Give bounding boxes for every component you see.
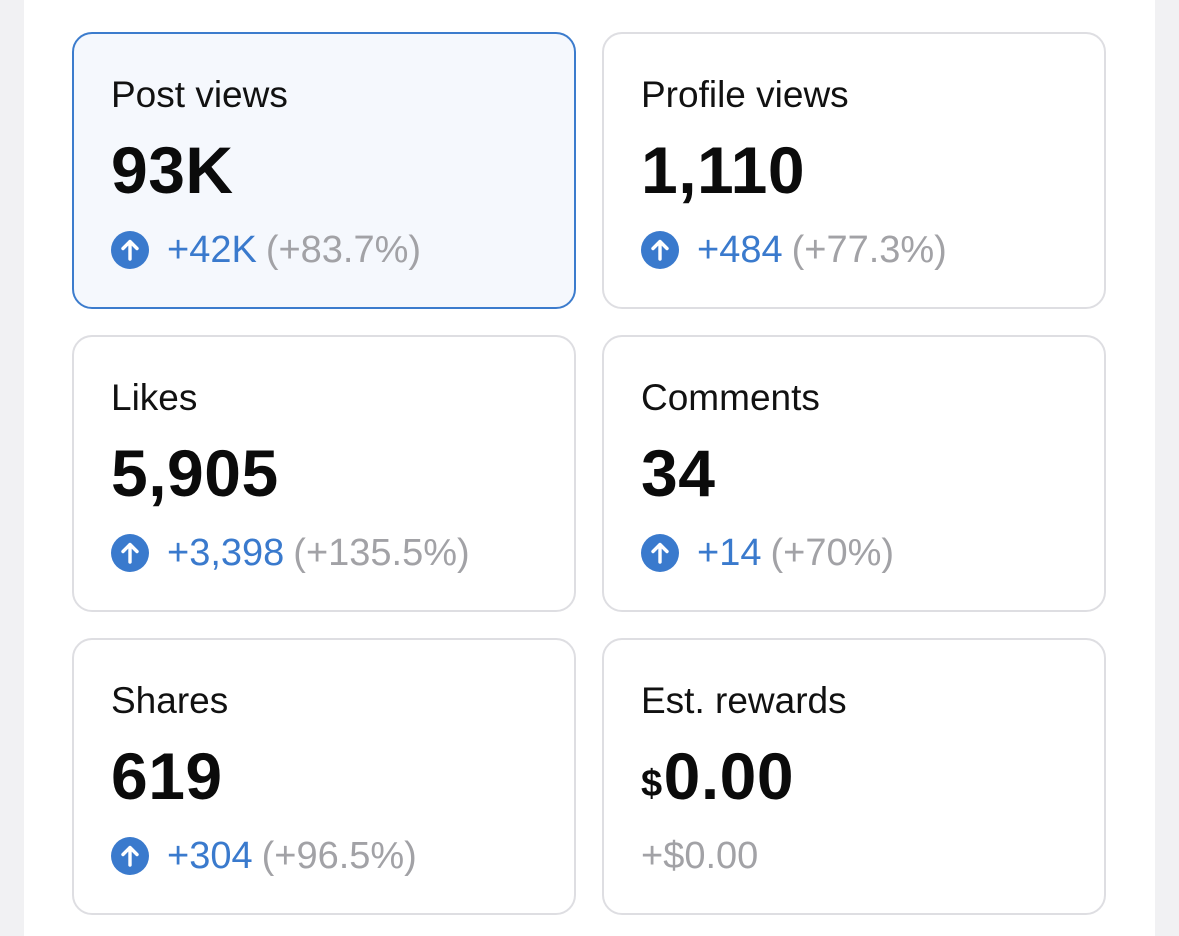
arrow-up-circle-icon xyxy=(111,534,149,572)
metric-label: Profile views xyxy=(641,74,849,115)
metric-card-shares[interactable]: Shares 619 +304 (+96.5%) xyxy=(72,638,576,915)
metric-label: Post views xyxy=(111,74,288,115)
metric-card-likes[interactable]: Likes 5,905 +3,398 (+135.5%) xyxy=(72,335,576,612)
metric-value-amount: 0.00 xyxy=(663,739,795,813)
metric-card-est-rewards[interactable]: Est. rewards $0.00 +$0.00 xyxy=(602,638,1106,915)
metric-label: Shares xyxy=(111,680,229,721)
metric-card-post-views[interactable]: Post views 93K +42K (+83.7%) xyxy=(72,32,576,309)
metric-value: 1,110 xyxy=(641,133,806,207)
metric-change: +484 (+77.3%) xyxy=(641,228,947,271)
metric-change: +42K (+83.7%) xyxy=(111,228,422,271)
metric-card-comments[interactable]: Comments 34 +14 (+70%) xyxy=(602,335,1106,612)
metric-delta: +3,398 xyxy=(167,531,285,574)
metric-value: 93K xyxy=(111,133,234,207)
metric-delta: +484 xyxy=(697,228,783,271)
metric-percent-change: (+77.3%) xyxy=(791,228,947,271)
metric-card-profile-views[interactable]: Profile views 1,110 +484 (+77.3%) xyxy=(602,32,1106,309)
metric-percent-change: (+83.7%) xyxy=(265,228,422,271)
metric-delta: +14 xyxy=(697,531,762,574)
metric-value: $0.00 xyxy=(641,738,794,814)
metric-value: 619 xyxy=(111,739,223,813)
metric-label: Comments xyxy=(641,377,820,418)
metric-label: Likes xyxy=(111,377,198,418)
metric-label: Est. rewards xyxy=(641,680,847,721)
metric-delta: +42K xyxy=(167,228,257,271)
arrow-up-circle-icon xyxy=(641,534,679,572)
metric-value: 34 xyxy=(641,436,716,510)
metric-delta: +$0.00 xyxy=(641,834,759,877)
metric-change: +$0.00 xyxy=(641,834,759,877)
arrow-up-circle-icon xyxy=(111,837,149,875)
metric-change: +3,398 (+135.5%) xyxy=(111,531,470,574)
metric-value: 5,905 xyxy=(111,436,279,510)
metric-change: +304 (+96.5%) xyxy=(111,834,417,877)
metric-delta: +304 xyxy=(167,834,253,877)
metrics-panel: Post views 93K +42K (+83.7%) Profile vie… xyxy=(24,0,1155,936)
metric-percent-change: (+70%) xyxy=(770,531,895,574)
metric-percent-change: (+96.5%) xyxy=(261,834,417,877)
arrow-up-circle-icon xyxy=(111,231,149,269)
metric-change: +14 (+70%) xyxy=(641,531,895,574)
arrow-up-circle-icon xyxy=(641,231,679,269)
metric-percent-change: (+135.5%) xyxy=(293,531,470,574)
currency-symbol: $ xyxy=(641,763,663,805)
